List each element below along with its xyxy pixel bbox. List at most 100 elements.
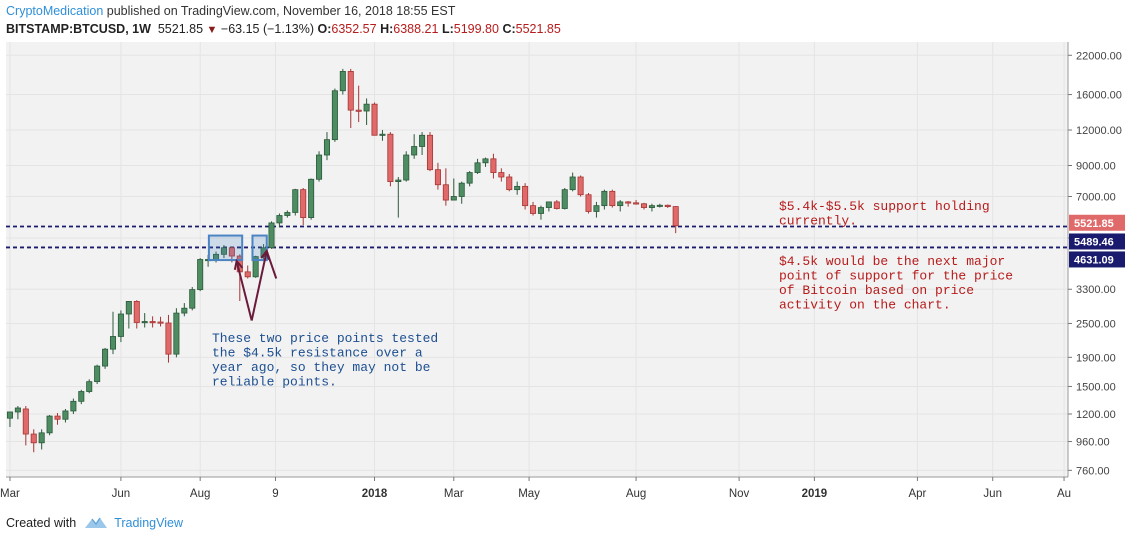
created-with-text: Created with (6, 516, 77, 530)
candle-body (125, 301, 132, 315)
candle-body (70, 400, 77, 412)
candle-up (458, 181, 465, 204)
candle-body (617, 201, 624, 207)
candle-body (149, 321, 156, 324)
candle-down (133, 300, 140, 329)
price-tag-bg (1069, 233, 1125, 250)
candle-up (537, 205, 544, 220)
candle-body (86, 381, 93, 392)
candle-down (625, 200, 632, 207)
candle-body (593, 205, 600, 212)
tradingview-logo-icon (85, 517, 108, 528)
candle-up (569, 172, 576, 192)
candle-down (426, 132, 434, 172)
note-line: $4.5k would be the next major (779, 254, 1005, 269)
last-price-tag: 5521.85 (1069, 214, 1125, 231)
time-tick-label: Jun (112, 488, 131, 500)
candle-body (633, 202, 640, 205)
candle-up (648, 203, 655, 212)
candle-down (347, 68, 354, 128)
candle-body (379, 133, 386, 136)
note-line: currently. (779, 214, 857, 229)
price-tag-label: 4631.09 (1074, 254, 1114, 266)
time-tick-label: 2018 (362, 488, 388, 500)
candle-up (181, 303, 188, 317)
note-line: point of support for the price (779, 269, 1013, 284)
candle-up (14, 406, 21, 420)
candle-body (522, 185, 529, 207)
candle-up (450, 178, 457, 201)
candle-body (300, 189, 307, 218)
candle-up (102, 347, 109, 369)
candle-body (292, 189, 299, 213)
candle-body (648, 205, 655, 208)
price-tag-label: 5489.46 (1074, 236, 1114, 248)
footer: Created with TradingView (6, 516, 183, 530)
candle-up (466, 171, 473, 187)
candle-body (331, 90, 338, 141)
candle-down (355, 85, 362, 123)
candle-up (411, 134, 418, 159)
annotation-arrows (233, 248, 278, 321)
price-tick-label: 960.00 (1076, 437, 1110, 449)
candle-down (664, 204, 671, 208)
publish-line: CryptoMedication published on TradingVie… (6, 4, 455, 18)
candle-body (585, 194, 592, 212)
candle-body (189, 289, 196, 309)
candle-body (276, 215, 283, 224)
note-line: of Bitcoin based on price (779, 283, 974, 298)
candle-down (506, 174, 513, 192)
candle-up (197, 258, 204, 292)
open-value: 6352.57 (331, 22, 377, 36)
candle-body (466, 172, 473, 184)
ohlc-line: BITSTAMP:BTCUSD, 1W 5521.85 ▼ −63.15 (−1… (6, 22, 561, 36)
candle-down (22, 406, 29, 446)
candle-down (672, 206, 679, 234)
candle-down (585, 193, 592, 214)
high-label: H: (380, 22, 394, 36)
price-tag-bg (1069, 214, 1125, 231)
plot-area[interactable] (6, 42, 1068, 477)
time-tick-label: Mar (0, 488, 20, 500)
price-tick-label: 2500.00 (1076, 318, 1116, 330)
time-tick-label: Nov (729, 488, 750, 500)
tradingview-link[interactable]: TradingView (114, 516, 183, 530)
candle-down (157, 316, 164, 327)
candle-down (387, 132, 394, 187)
candle-up (331, 88, 338, 142)
candle-down (149, 316, 156, 328)
time-axis[interactable]: Mar Jun Aug 9 2018 Mar May Aug Nov 2019 Apr Jun Au (0, 476, 1071, 500)
candle-down (490, 153, 497, 179)
price-axis[interactable]: 760.00 960.00 1200.00 1500.00 1900.00 2500.00… (1067, 42, 1122, 477)
author-link[interactable]: CryptoMedication (6, 4, 104, 18)
candle-body (506, 176, 513, 191)
time-tick-label: Aug (190, 488, 210, 500)
candle-body (244, 271, 251, 278)
candle-up (474, 158, 481, 175)
candle-body (514, 185, 521, 191)
candle-body (54, 415, 61, 420)
price-change: −63.15 (−1.13%) (220, 22, 315, 36)
candle-up (109, 311, 117, 355)
candle-body (553, 201, 560, 209)
candlestick-chart[interactable]: These two price points tested the $4.5k r… (0, 0, 1137, 510)
highlight-boxes (207, 234, 268, 262)
candle-body (395, 179, 402, 182)
candle-body (347, 71, 354, 111)
price-tick-label: 1200.00 (1076, 409, 1116, 421)
candle-up (70, 398, 77, 415)
price-tick-label: 9000.00 (1076, 161, 1116, 173)
support-lines (6, 225, 1068, 249)
candle-body (133, 301, 140, 323)
candle-body (157, 321, 164, 324)
candle-down (371, 102, 378, 136)
note-resistance-tested: These two price points tested the $4.5k r… (212, 331, 438, 390)
candle-body (625, 201, 632, 204)
candle-body (664, 204, 671, 207)
candle-body (601, 190, 608, 207)
candle-body (490, 158, 497, 173)
candle-up (46, 415, 53, 436)
time-tick-label: 9 (272, 488, 278, 500)
candle-up (379, 130, 386, 141)
candle-up (363, 98, 370, 125)
